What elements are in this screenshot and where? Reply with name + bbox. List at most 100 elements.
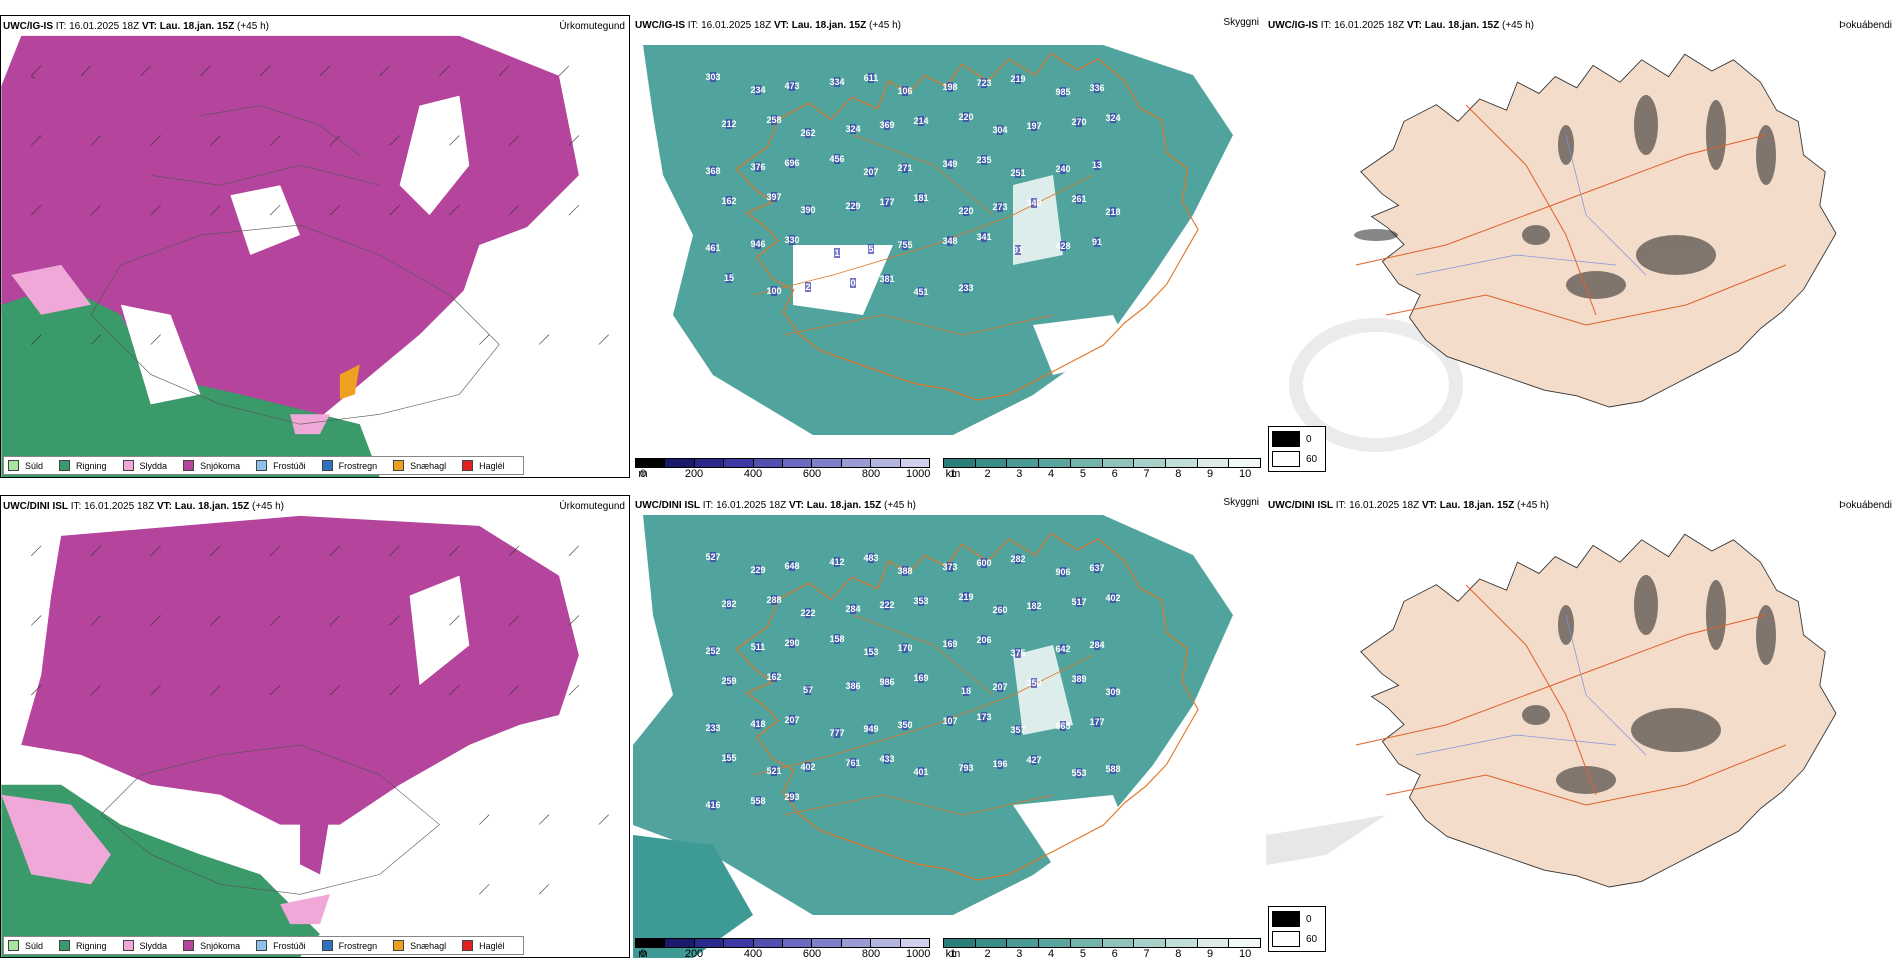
- peak-marker: [771, 595, 777, 605]
- peak-marker: [902, 566, 908, 576]
- peak-label: 511: [751, 642, 766, 652]
- peak-label: 212: [721, 119, 736, 129]
- peak-label: 637: [1089, 563, 1104, 573]
- peak-marker: [789, 561, 795, 571]
- peak-marker: [1031, 198, 1037, 208]
- peak-marker: [710, 243, 716, 253]
- peak-marker: [902, 86, 908, 96]
- cbar-box: [1102, 939, 1135, 947]
- peak-marker: [805, 685, 811, 695]
- precip-type-map: [1, 515, 629, 957]
- peak-marker: [1110, 593, 1116, 603]
- peak-marker: [1031, 678, 1037, 688]
- peak-label: 91: [1092, 237, 1102, 247]
- cbar-tick: 2: [984, 468, 991, 478]
- peak-label: 91: [1013, 245, 1023, 255]
- legend-item: Frostregn: [321, 460, 377, 471]
- fog-swatch-dark: [1272, 431, 1300, 447]
- peak-label: 173: [976, 712, 991, 722]
- peak-label: 946: [750, 239, 765, 249]
- peak-marker: [850, 201, 856, 211]
- cbar-box: [812, 459, 842, 467]
- legend-swatch: [393, 940, 405, 951]
- peak-label: 558: [750, 796, 765, 806]
- peak-label: 986: [879, 677, 894, 687]
- legend-item: Snæhagl: [393, 460, 446, 471]
- peak-label: 461: [705, 243, 720, 253]
- legend-item: Snjókoma: [183, 460, 240, 471]
- panel-label: Úrkomutegund: [559, 21, 625, 32]
- peak-marker: [710, 723, 716, 733]
- peak-marker: [850, 681, 856, 691]
- fog-swatch-light: [1272, 451, 1300, 467]
- peak-label: 386: [845, 681, 860, 691]
- panel-title: UWC/DINI ISL IT: 16.01.2025 18Z VT: Lau.…: [3, 501, 284, 512]
- peak-marker: [1060, 721, 1066, 731]
- peak-label: 353: [913, 596, 928, 606]
- peak-marker: [981, 155, 987, 165]
- peak-marker: [850, 278, 856, 288]
- peak-marker: [1094, 717, 1100, 727]
- peak-label: 863: [1055, 721, 1070, 731]
- precip-legend: Súld Rigning Slydda Snjókoma Frostúði Fr…: [3, 936, 524, 955]
- peak-label: 293: [784, 792, 799, 802]
- visibility-panel-bottom: UWC/DINI ISL IT: 16.01.2025 18Z VT: Lau.…: [633, 495, 1263, 958]
- cbar-box: [753, 459, 784, 467]
- peak-label: 162: [766, 672, 781, 682]
- peak-marker: [902, 643, 908, 653]
- peak-marker: [947, 562, 953, 572]
- peak-label: 222: [800, 608, 815, 618]
- peak-label: 777: [829, 728, 844, 738]
- peak-marker: [1060, 241, 1066, 251]
- peak-label: 755: [897, 240, 912, 250]
- peak-marker: [1031, 601, 1037, 611]
- cbar-tick: 800: [861, 468, 881, 478]
- cbar-box: [944, 939, 976, 947]
- peak-marker: [868, 647, 874, 657]
- peak-marker: [834, 154, 840, 164]
- peak-marker: [1031, 121, 1037, 131]
- peak-label: 290: [784, 638, 799, 648]
- peak-label: 234: [750, 85, 765, 95]
- peak-label: 456: [829, 154, 844, 164]
- legend-swatch: [59, 460, 71, 471]
- peak-marker: [884, 754, 890, 764]
- panel-label: Skyggni: [1223, 17, 1259, 28]
- peak-label: 15: [724, 273, 734, 283]
- peak-label: 588: [1105, 764, 1120, 774]
- cbar-box: [724, 939, 754, 947]
- peak-label: 390: [800, 205, 815, 215]
- legend-item: Haglél: [462, 460, 505, 471]
- cbar-tick: 5: [1079, 468, 1086, 478]
- peak-labels: 303 234 473 334 611 106 198 723 219 985 336 212 258 2…: [705, 72, 1121, 297]
- peak-marker: [1060, 87, 1066, 97]
- precip-type-map: [1, 16, 629, 477]
- peak-marker: [755, 796, 761, 806]
- peak-marker: [884, 197, 890, 207]
- peak-marker: [884, 120, 890, 130]
- peak-label: 233: [958, 283, 973, 293]
- fog-swatch-dark: [1272, 911, 1300, 927]
- peak-marker: [1094, 640, 1100, 650]
- peak-label: 197: [1026, 121, 1041, 131]
- legend-swatch: [462, 940, 474, 951]
- peak-marker: [850, 124, 856, 134]
- peak-marker: [902, 720, 908, 730]
- peak-marker: [726, 676, 732, 686]
- peak-marker: [710, 166, 716, 176]
- peak-label: 271: [897, 163, 912, 173]
- legend-swatch: [8, 460, 19, 471]
- peak-label: 357: [1010, 725, 1025, 735]
- peak-marker: [1060, 567, 1066, 577]
- peak-marker: [947, 159, 953, 169]
- cbar-box: [900, 459, 930, 467]
- cbar-box: [944, 459, 976, 467]
- peak-marker: [771, 192, 777, 202]
- legend-swatch: [462, 460, 474, 471]
- peak-label: 416: [705, 800, 720, 810]
- peak-marker: [789, 235, 795, 245]
- peak-marker: [726, 196, 732, 206]
- peak-label: 169: [942, 639, 957, 649]
- precip-legend: Súld Rigning Slydda Snjókoma Frostúði Fr…: [3, 456, 524, 475]
- peak-marker: [789, 715, 795, 725]
